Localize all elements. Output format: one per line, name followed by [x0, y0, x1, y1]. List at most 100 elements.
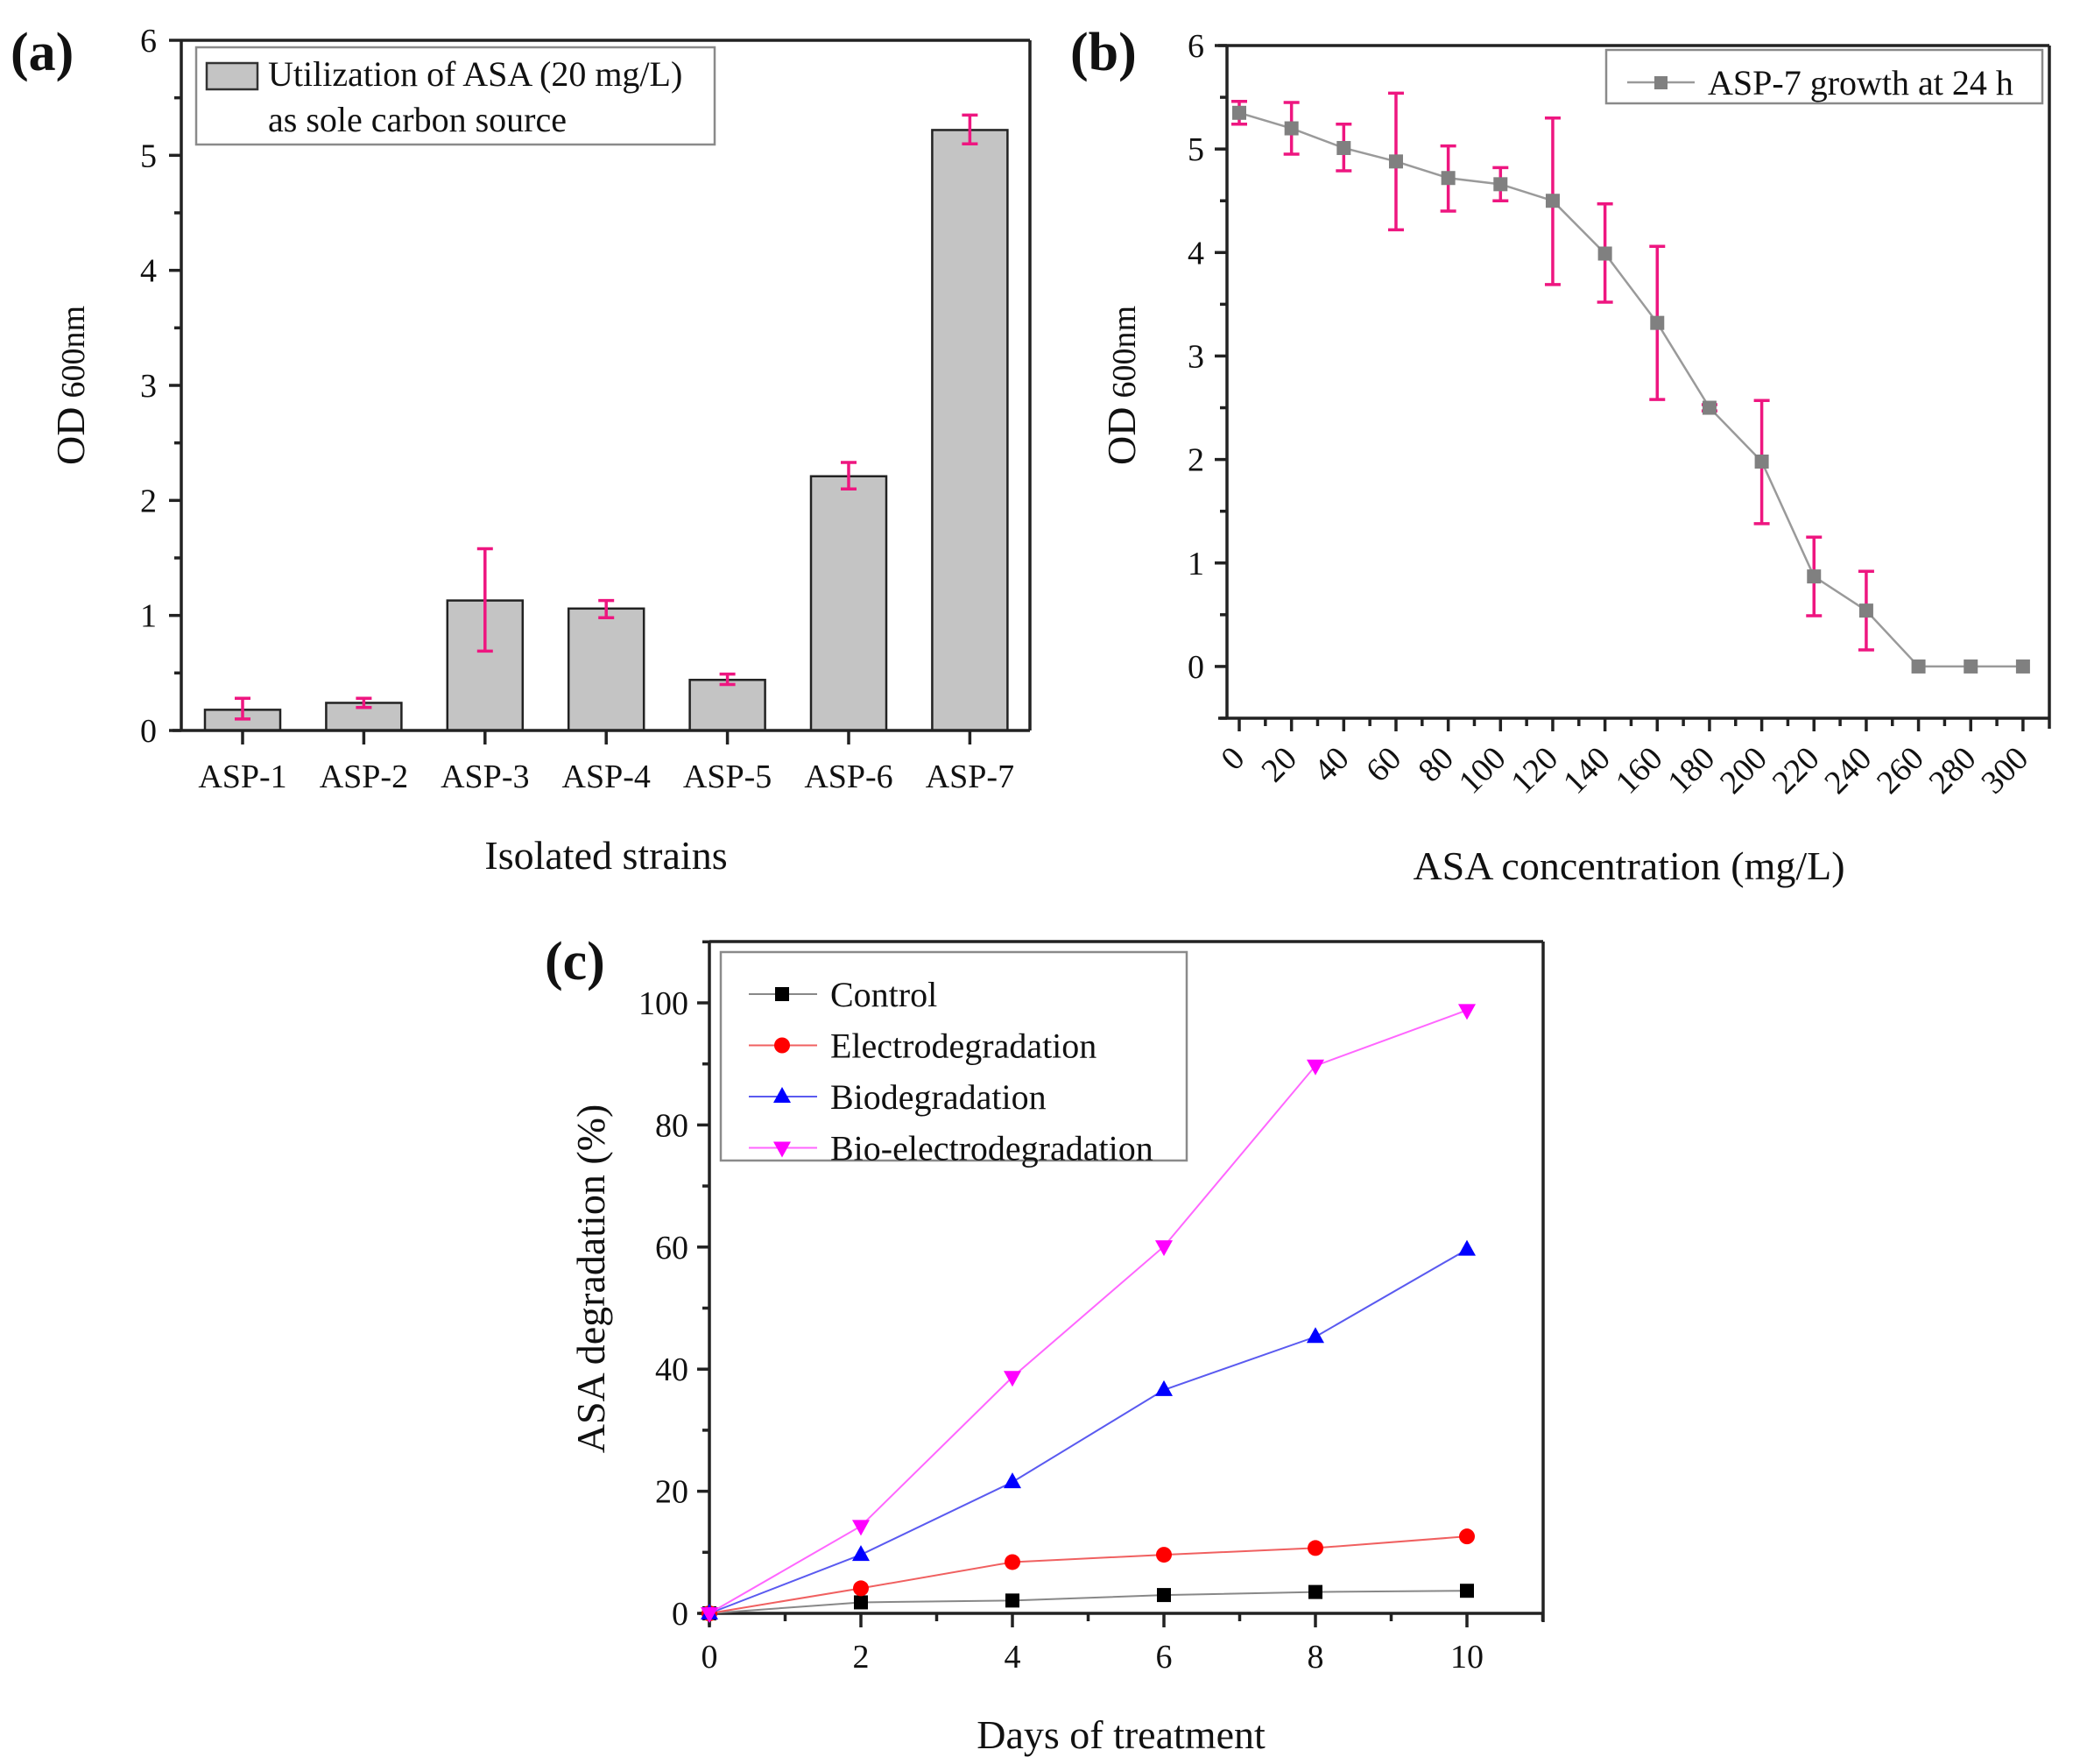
- x-tick-label: 100: [1452, 740, 1513, 801]
- y-tick-label: 0: [1188, 649, 1204, 686]
- data-point-biodegradation: [1004, 1472, 1021, 1489]
- x-tick-label: 180: [1661, 740, 1722, 801]
- data-point-biodegradation: [1458, 1239, 1476, 1256]
- data-point-square: [1388, 154, 1403, 169]
- x-tick-label: 220: [1766, 740, 1827, 801]
- panel-c-legend-items: Control Electrodegradation Biodegradation B…: [749, 975, 1153, 1168]
- y-tick-label: 3: [1188, 338, 1204, 375]
- y-tick-label: 2: [140, 483, 157, 519]
- data-point-square: [1911, 659, 1926, 674]
- x-tick-label: 0: [702, 1639, 718, 1676]
- x-tick-label: ASP-3: [441, 759, 529, 795]
- x-tick-label: 8: [1308, 1639, 1324, 1676]
- legend-square-marker-icon: [775, 987, 789, 1001]
- data-point-electrodegradation: [1459, 1528, 1475, 1545]
- data-point-square: [1964, 659, 1978, 674]
- bar-asp-5: [688, 678, 766, 732]
- x-tick-label: ASP-7: [926, 759, 1014, 795]
- bar-asp-7: [931, 129, 1009, 732]
- data-point-square: [2015, 659, 2030, 674]
- y-tick-label: 4: [140, 253, 157, 290]
- panel-b-y-axis-title: OD 600nm: [1099, 306, 1144, 465]
- legend-circle-marker-icon: [774, 1037, 790, 1054]
- x-tick-label: 6: [1156, 1639, 1173, 1676]
- data-point-bio-electrodegradation: [1155, 1240, 1173, 1257]
- data-point-control: [854, 1595, 868, 1610]
- bar-asp-4: [567, 607, 645, 732]
- y-tick-label: 100: [638, 985, 688, 1022]
- x-tick-label: ASP-2: [320, 759, 408, 795]
- data-point-square: [1284, 121, 1299, 136]
- panel-b-legend-label: ASP-7 growth at 24 h: [1708, 63, 2013, 102]
- legend-label-control: Control: [830, 975, 937, 1014]
- data-point-square: [1754, 454, 1769, 469]
- y-tick-label: 60: [655, 1230, 688, 1267]
- x-tick-label: 200: [1713, 740, 1774, 801]
- data-point-biodegradation: [852, 1545, 870, 1562]
- x-tick-label: ASP-6: [804, 759, 892, 795]
- y-axis-title-main: OD: [48, 407, 93, 465]
- panel-c-x-axis-title: Days of treatment: [977, 1712, 1266, 1757]
- panel-a-legend-line-2: as sole carbon source: [268, 100, 567, 139]
- x-tick-label: 260: [1870, 740, 1931, 801]
- data-point-electrodegradation: [853, 1580, 869, 1597]
- x-tick-label: 140: [1556, 740, 1618, 801]
- x-tick-label: 40: [1307, 740, 1357, 790]
- legend-label-bio-electrodegradation: Bio-electrodegradation: [830, 1129, 1153, 1168]
- bar-asp-3: [446, 599, 525, 732]
- panel-label-c: (c): [545, 932, 605, 991]
- panel-a-legend-line-1: Utilization of ASA (20 mg/L): [268, 54, 682, 94]
- x-tick-label: 20: [1254, 740, 1304, 790]
- series-line-electrodegradation: [709, 1535, 1468, 1614]
- data-point-bio-electrodegradation: [1458, 1004, 1476, 1020]
- data-point-square: [1336, 140, 1351, 155]
- data-point-control: [1460, 1584, 1474, 1598]
- data-point-square: [1232, 105, 1246, 120]
- y-tick-label: 4: [1188, 235, 1204, 272]
- x-tick-label: 4: [1005, 1639, 1021, 1676]
- x-tick-label: 240: [1817, 740, 1879, 801]
- data-point-electrodegradation: [1308, 1540, 1323, 1556]
- y-tick-label: 2: [1188, 442, 1204, 479]
- panel-a-plot-area: ASP-1 ASP-2 ASP-3 ASP-4 ASP-5 ASP-6 ASP-7 0 1 2 3 4…: [140, 23, 1032, 795]
- x-tick-label: 80: [1411, 740, 1461, 790]
- y-tick-label: 5: [140, 138, 157, 174]
- x-tick-label: 10: [1450, 1639, 1484, 1676]
- data-point-bio-electrodegradation: [1004, 1371, 1021, 1387]
- x-tick-label: 160: [1609, 740, 1670, 801]
- y-tick-label: 1: [140, 598, 157, 635]
- panel-label-b: (b): [1070, 23, 1137, 82]
- y-tick-label: 6: [1188, 28, 1204, 65]
- y-tick-label: 1: [1188, 546, 1204, 582]
- bar-asp-6: [809, 475, 888, 732]
- y-tick-label: 3: [140, 368, 157, 405]
- series-line-bio-electrodegradation: [709, 1009, 1468, 1614]
- legend-triangle-down-marker-icon: [773, 1141, 791, 1158]
- y-tick-label: 40: [655, 1351, 688, 1388]
- y-tick-label: 20: [655, 1474, 688, 1511]
- y-axis-title-sub: 600nm: [55, 306, 92, 399]
- data-point-electrodegradation: [1156, 1547, 1172, 1563]
- panel-a-bar-chart: (a) ASP-1 ASP-2 ASP-3 ASP-4 ASP-5 ASP-6 ASP-7 0…: [11, 23, 1032, 878]
- panel-b-x-axis-title: ASA concentration (mg/L): [1413, 843, 1844, 888]
- series-line-biodegradation: [709, 1248, 1468, 1614]
- data-point-square: [1441, 171, 1456, 186]
- data-point-biodegradation: [1155, 1379, 1173, 1396]
- panel-c-y-axis-title: ASA degradation (%): [568, 1104, 613, 1454]
- x-tick-label: ASP-4: [562, 759, 651, 795]
- data-point-square: [1545, 194, 1560, 208]
- data-point-square: [1493, 177, 1508, 192]
- legend-label-biodegradation: Biodegradation: [830, 1077, 1047, 1117]
- x-tick-label: 0: [1214, 740, 1252, 778]
- data-point-square: [1597, 246, 1612, 261]
- data-point-electrodegradation: [1005, 1554, 1020, 1570]
- panel-c-plot-area: 0 20 40 60 80 100 0 2 4 6 8 10: [638, 940, 1545, 1676]
- data-point-bio-electrodegradation: [701, 1607, 718, 1623]
- panel-c-line-chart: (c) 0 20 40 60 80 100 0 2 4 6 8 10 Control Electrode…: [545, 932, 1545, 1757]
- y-tick-label: 80: [655, 1107, 688, 1144]
- data-point-square: [1702, 400, 1717, 415]
- panel-label-a: (a): [11, 23, 74, 82]
- data-point-bio-electrodegradation: [1307, 1059, 1324, 1076]
